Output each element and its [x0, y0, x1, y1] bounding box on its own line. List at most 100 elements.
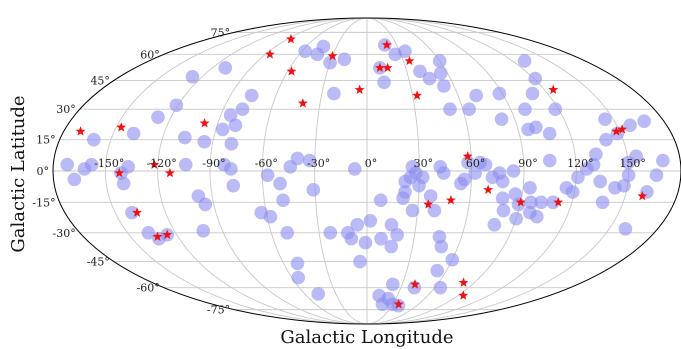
star-marker	[611, 126, 622, 136]
star-marker	[410, 279, 420, 289]
source-circle	[445, 252, 460, 267]
source-circle	[496, 203, 511, 218]
source-circle	[443, 102, 457, 116]
source-circle	[197, 134, 212, 149]
source-circle	[492, 86, 507, 101]
y-tick-label: 30°	[56, 103, 76, 116]
star-marker	[327, 50, 338, 61]
source-circle	[637, 114, 651, 129]
source-circle	[495, 174, 510, 189]
source-circle	[422, 71, 437, 86]
star-marker	[423, 199, 434, 209]
source-circle	[311, 287, 326, 301]
source-circle	[381, 291, 396, 306]
source-circle	[323, 226, 338, 240]
source-circle	[468, 166, 482, 180]
star-marker	[199, 118, 210, 128]
x-tick-label: 90°	[518, 157, 538, 170]
star-marker	[75, 126, 86, 136]
star-marker	[164, 167, 175, 178]
source-circle	[423, 189, 438, 203]
source-circle	[509, 211, 523, 226]
source-circle	[384, 239, 399, 254]
star-marker	[354, 84, 365, 94]
x-tick-label: 60°	[466, 157, 486, 170]
source-circle	[384, 218, 399, 232]
y-tick-label: 15°	[36, 134, 56, 147]
star-marker	[286, 66, 297, 76]
star-marker	[381, 39, 392, 50]
x-tick-label: 150°	[619, 157, 646, 170]
y-tick-label: -15°	[32, 196, 55, 209]
source-circle	[374, 231, 388, 246]
plot-boundary	[52, 17, 681, 325]
source-circle	[524, 195, 538, 210]
source-circle	[430, 263, 444, 278]
source-circle	[178, 130, 192, 145]
star-marker	[483, 184, 494, 195]
star-marker	[264, 49, 275, 59]
star-marker	[297, 98, 308, 108]
source-circle	[433, 66, 448, 80]
source-circle	[494, 112, 509, 127]
y-tick-label: 60°	[140, 48, 160, 61]
source-circle	[656, 153, 670, 168]
source-circle	[487, 218, 502, 232]
y-tick-label: 45°	[90, 74, 110, 87]
source-circle	[461, 155, 475, 170]
y-axis-title: Galactic Latitude	[8, 95, 29, 252]
source-circle	[586, 157, 601, 172]
source-circle	[462, 102, 476, 116]
source-circle	[599, 132, 613, 147]
star-marker	[114, 167, 125, 178]
source-circle	[60, 157, 75, 172]
x-tick-label: -120°	[147, 157, 177, 170]
source-circle	[377, 75, 391, 90]
source-circle	[388, 47, 403, 62]
star-marker	[404, 55, 415, 66]
source-circle	[323, 55, 337, 70]
source-circle	[363, 213, 378, 228]
star-marker	[149, 159, 160, 169]
source-circle	[413, 64, 427, 79]
source-circle	[327, 86, 341, 101]
source-circle	[263, 209, 278, 224]
source-circle	[623, 118, 637, 133]
star-marker	[617, 124, 628, 134]
star-marker	[162, 229, 173, 239]
source-circle	[542, 126, 557, 141]
source-circle	[276, 193, 290, 208]
x-tick-label: 30°	[414, 157, 434, 170]
source-circle	[618, 222, 633, 236]
source-circle	[427, 203, 442, 218]
source-circle	[593, 174, 608, 189]
source-circle	[373, 193, 388, 208]
y-tick-label: -45°	[87, 256, 110, 269]
y-tick-label: 75°	[211, 26, 231, 39]
star-marker	[374, 62, 385, 73]
star-marker	[458, 277, 469, 287]
y-tick-label: -30°	[53, 227, 76, 240]
x-tick-label: 0°	[365, 157, 378, 170]
source-circle	[457, 172, 472, 187]
circle-marker-layer	[60, 38, 670, 313]
source-circle	[84, 157, 99, 172]
source-circle	[353, 254, 367, 269]
source-circle	[126, 126, 141, 141]
source-circle	[548, 102, 563, 116]
source-circle	[508, 187, 523, 201]
x-tick-label: -150°	[94, 157, 124, 170]
source-circle	[433, 160, 448, 174]
source-circle	[649, 168, 664, 182]
source-circle	[437, 79, 451, 93]
source-circle	[469, 88, 484, 103]
source-circle	[217, 157, 231, 172]
source-circle	[390, 227, 404, 242]
source-circle	[542, 153, 557, 168]
source-circle	[629, 149, 643, 164]
source-circle	[525, 86, 540, 101]
source-circle	[565, 185, 580, 199]
source-circle	[528, 71, 543, 86]
source-circle	[196, 224, 211, 238]
